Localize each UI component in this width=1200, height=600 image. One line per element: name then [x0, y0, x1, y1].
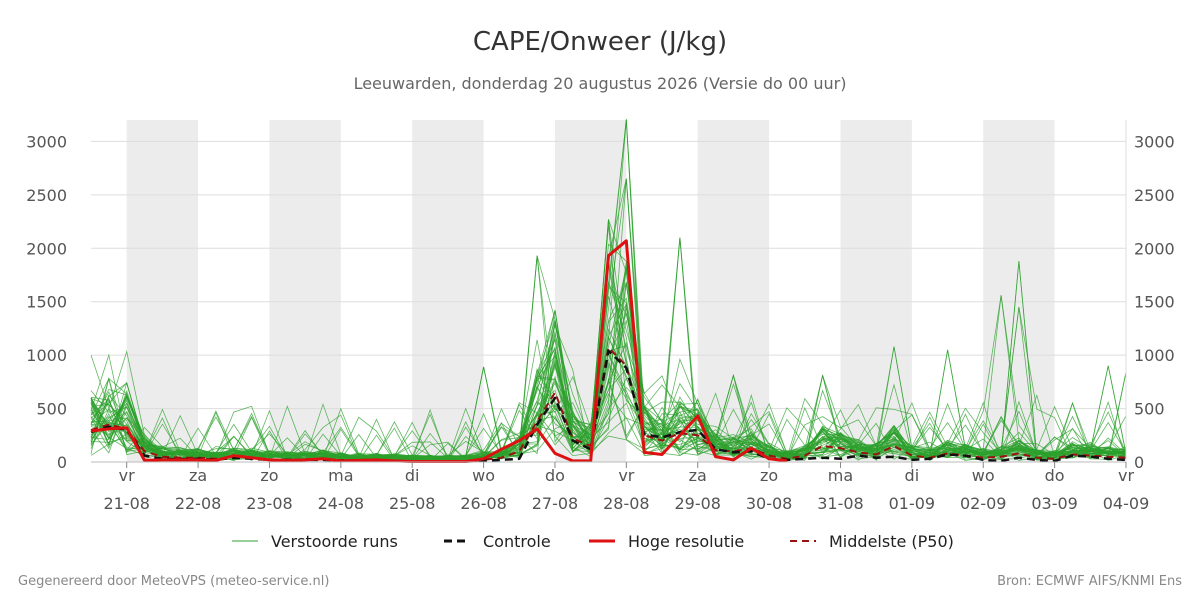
y-tick-label-left: 3000: [26, 132, 67, 151]
x-tick-date: 28-08: [603, 494, 650, 513]
legend-label-verstoorde-runs: Verstoorde runs: [271, 532, 398, 551]
day-shading-band: [983, 120, 1055, 462]
x-tick-day: ma: [828, 466, 853, 485]
day-shading-band: [126, 120, 199, 462]
x-tick-day: di: [905, 466, 920, 485]
x-tick-day: za: [189, 466, 207, 485]
y-tick-label-right: 500: [1134, 400, 1165, 419]
x-tick-date: 25-08: [389, 494, 436, 513]
x-tick-date: 22-08: [175, 494, 222, 513]
x-tick-day: ma: [328, 466, 353, 485]
x-tick-date: 27-08: [532, 494, 579, 513]
day-shading-band: [840, 120, 912, 462]
y-tick-label-left: 0: [57, 453, 67, 472]
x-tick-day: zo: [260, 466, 278, 485]
x-tick-date: 26-08: [460, 494, 507, 513]
y-tick-label-right: 1500: [1134, 293, 1175, 312]
x-tick-date: 02-09: [960, 494, 1007, 513]
y-tick-label-right: 3000: [1134, 132, 1175, 151]
x-tick-day: za: [689, 466, 707, 485]
legend-label-hoge-resolutie: Hoge resolutie: [628, 532, 744, 551]
x-tick-day: vr: [618, 466, 634, 485]
x-tick-day: zo: [760, 466, 778, 485]
legend: Verstoorde runs Controle Hoge resolutie …: [232, 532, 954, 551]
x-tick-date: 01-09: [889, 494, 936, 513]
x-tick-day: do: [1045, 466, 1065, 485]
day-shading-band: [697, 120, 770, 462]
y-tick-label-left: 2500: [26, 186, 67, 205]
axes: [91, 120, 1127, 468]
tick-labels: 0 0 500 500 1000 1000 1500 1500 2000 2000 2500 2500…: [26, 132, 1174, 513]
x-tick-date: 31-08: [817, 494, 864, 513]
x-tick-date: 04-09: [1103, 494, 1150, 513]
y-tick-label-left: 1500: [26, 293, 67, 312]
footer-generated-by: Gegenereerd door MeteoVPS (meteo-service…: [18, 574, 329, 589]
footer-source: Bron: ECMWF AIFS/KNMI Ens: [997, 574, 1182, 589]
day-shading-band: [412, 120, 484, 462]
x-tick-day: do: [545, 466, 565, 485]
y-tick-label-right: 1000: [1134, 346, 1175, 365]
ensemble-member-line: [90, 178, 1127, 462]
x-tick-date: 21-08: [103, 494, 150, 513]
ensemble-member-line: [90, 268, 1127, 461]
legend-label-controle: Controle: [483, 532, 551, 551]
x-tick-day: vr: [1118, 466, 1134, 485]
legend-label-middelste: Middelste (P50): [829, 532, 954, 551]
ensemble-member-line: [90, 255, 1127, 461]
y-tick-label-left: 1000: [26, 346, 67, 365]
y-tick-label-right: 0: [1134, 453, 1144, 472]
y-tick-label-right: 2000: [1134, 239, 1175, 258]
x-tick-date: 30-08: [746, 494, 793, 513]
x-tick-day: wo: [972, 466, 995, 485]
weekend-shading: [126, 120, 1055, 462]
x-tick-date: 24-08: [318, 494, 365, 513]
x-tick-date: 29-08: [674, 494, 721, 513]
y-tick-label-left: 500: [36, 400, 67, 419]
x-tick-date: 03-09: [1031, 494, 1078, 513]
chart-title: CAPE/Onweer (J/kg): [473, 27, 727, 57]
x-tick-day: wo: [472, 466, 495, 485]
chart-subtitle: Leeuwarden, donderdag 20 augustus 2026 (…: [354, 74, 847, 93]
y-tick-label-right: 2500: [1134, 186, 1175, 205]
y-tick-label-left: 2000: [26, 239, 67, 258]
x-tick-date: 23-08: [246, 494, 293, 513]
x-tick-day: vr: [119, 466, 135, 485]
day-shading-band: [269, 120, 341, 462]
x-tick-day: di: [405, 466, 420, 485]
